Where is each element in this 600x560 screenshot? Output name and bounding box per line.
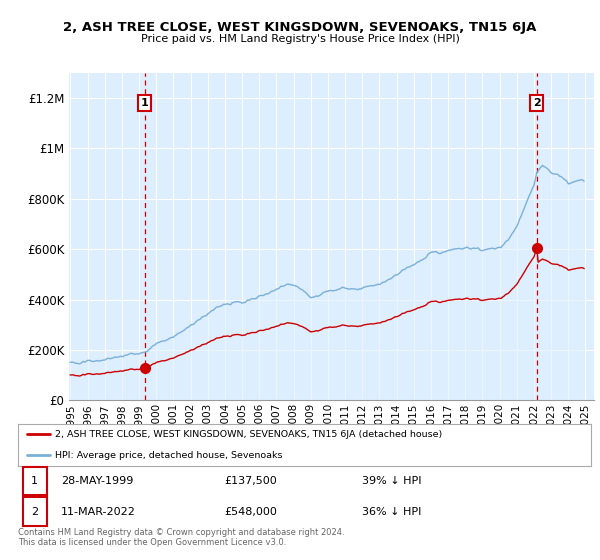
Text: £548,000: £548,000: [224, 507, 277, 516]
Text: Price paid vs. HM Land Registry's House Price Index (HPI): Price paid vs. HM Land Registry's House …: [140, 34, 460, 44]
Text: 2, ASH TREE CLOSE, WEST KINGSDOWN, SEVENOAKS, TN15 6JA: 2, ASH TREE CLOSE, WEST KINGSDOWN, SEVEN…: [64, 21, 536, 34]
Text: 2: 2: [31, 507, 38, 516]
Text: HPI: Average price, detached house, Sevenoaks: HPI: Average price, detached house, Seve…: [55, 451, 283, 460]
Bar: [23, 497, 47, 526]
Text: £137,500: £137,500: [224, 476, 277, 486]
Text: 1: 1: [141, 98, 149, 108]
Text: 2, ASH TREE CLOSE, WEST KINGSDOWN, SEVENOAKS, TN15 6JA (detached house): 2, ASH TREE CLOSE, WEST KINGSDOWN, SEVEN…: [55, 430, 442, 439]
Text: 28-MAY-1999: 28-MAY-1999: [61, 476, 133, 486]
Text: 11-MAR-2022: 11-MAR-2022: [61, 507, 136, 516]
Text: 36% ↓ HPI: 36% ↓ HPI: [362, 507, 421, 516]
Bar: [23, 466, 47, 495]
Text: Contains HM Land Registry data © Crown copyright and database right 2024.
This d: Contains HM Land Registry data © Crown c…: [18, 528, 344, 547]
Text: 1: 1: [31, 476, 38, 486]
Text: 2: 2: [533, 98, 541, 108]
Text: 39% ↓ HPI: 39% ↓ HPI: [362, 476, 421, 486]
